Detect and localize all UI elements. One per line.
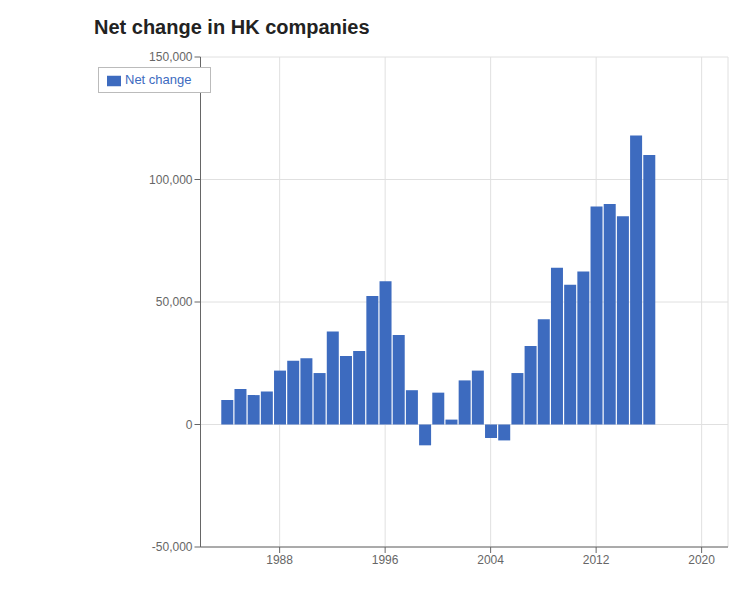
- svg-text:2020: 2020: [688, 553, 715, 567]
- svg-text:100,000: 100,000: [149, 173, 193, 187]
- svg-text:1996: 1996: [372, 553, 399, 567]
- svg-text:150,000: 150,000: [149, 50, 193, 64]
- svg-text:0: 0: [186, 418, 193, 432]
- html-text:Net change in HK companies: Net change in HK companies: [94, 16, 370, 38]
- svg-text:2004: 2004: [477, 553, 504, 567]
- svg-text:50,000: 50,000: [156, 295, 193, 309]
- html-text:Net change: Net change: [125, 72, 192, 87]
- svg-text:2012: 2012: [583, 553, 610, 567]
- svg-text:-50,000: -50,000: [152, 540, 193, 554]
- svg-text:1988: 1988: [266, 553, 293, 567]
